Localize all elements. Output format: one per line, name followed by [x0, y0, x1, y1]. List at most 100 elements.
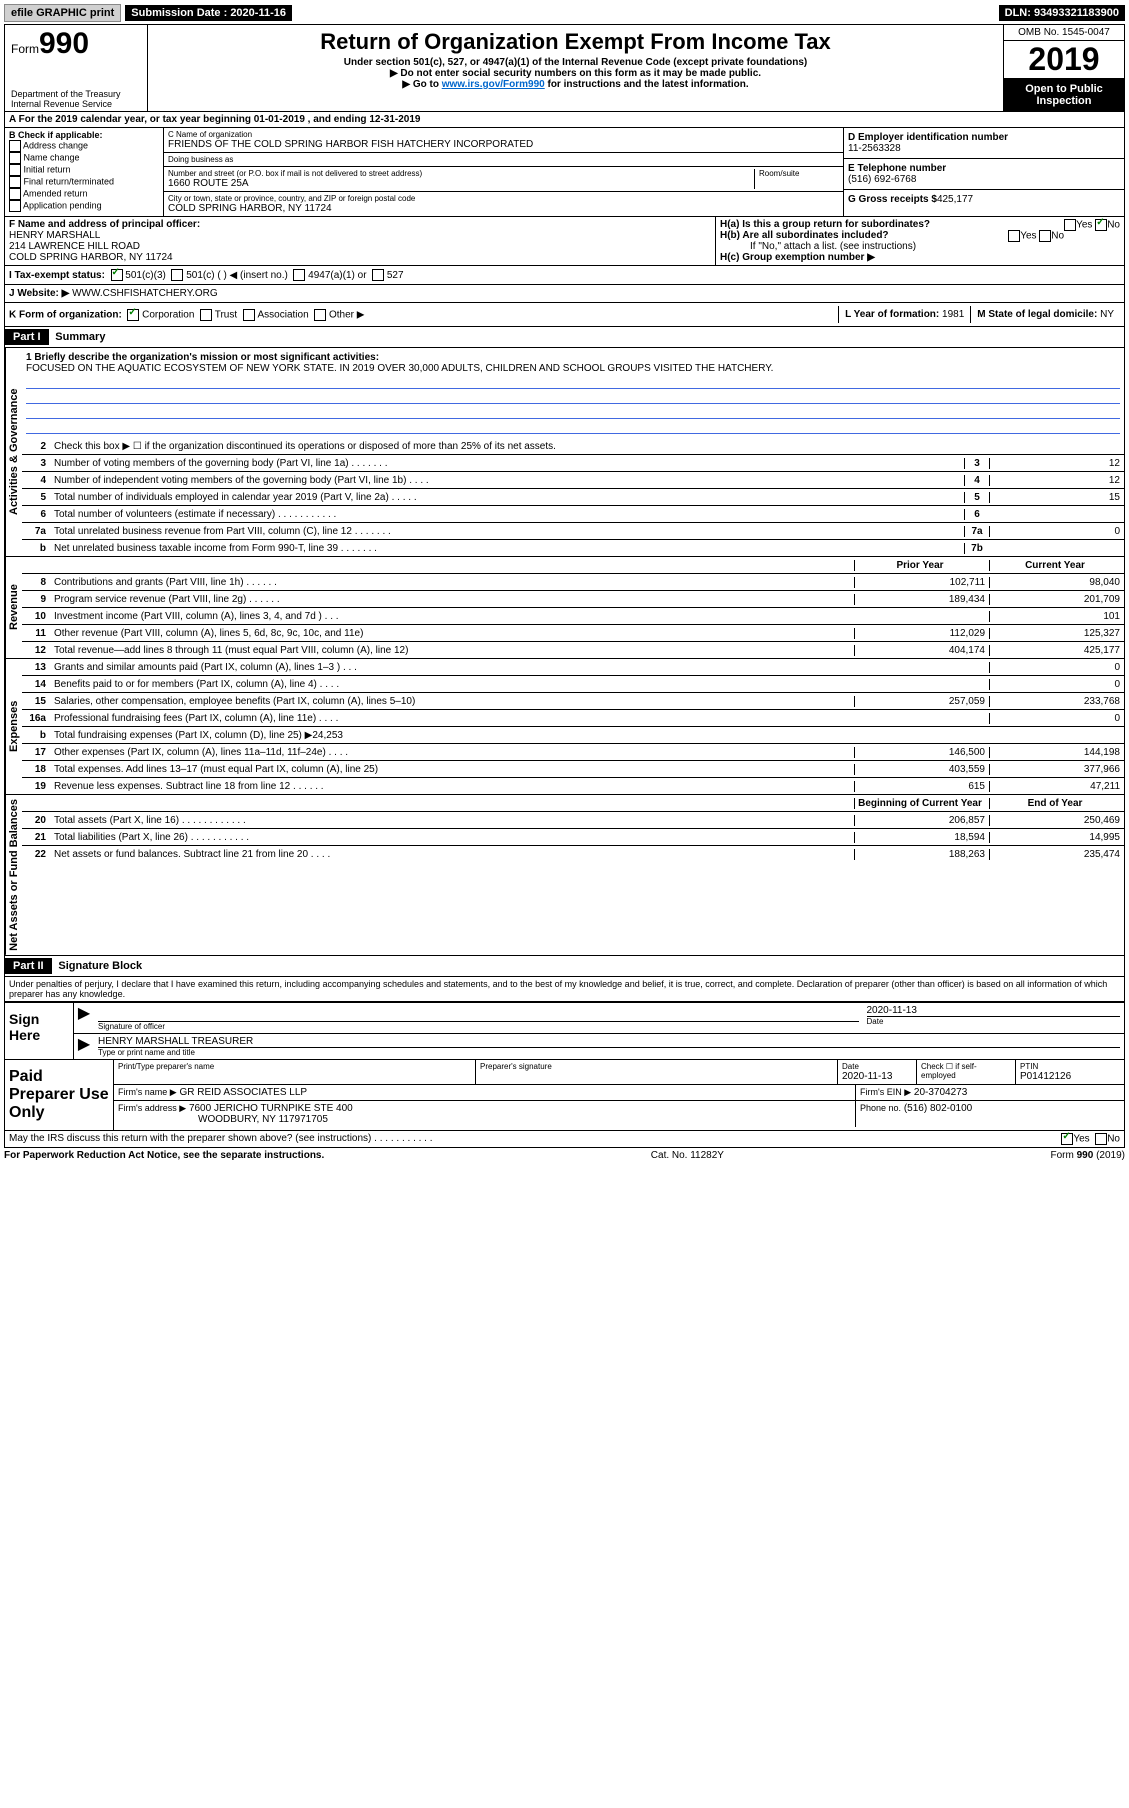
line-15: 15 Salaries, other compensation, employe… — [22, 693, 1124, 710]
cat-no: Cat. No. 11282Y — [651, 1150, 724, 1161]
officer-name: HENRY MARSHALL — [9, 230, 100, 241]
subtitle-2: ▶ Do not enter social security numbers o… — [150, 68, 1001, 79]
website: WWW.CSHFISHATCHERY.ORG — [72, 288, 218, 299]
netassets-section: Net Assets or Fund Balances Beginning of… — [4, 795, 1125, 956]
line-20: 20 Total assets (Part X, line 16) . . . … — [22, 812, 1124, 829]
form-number: Form990 — [11, 27, 141, 61]
efile-button[interactable]: efile GRAPHIC print — [4, 4, 121, 22]
col-d: D Employer identification number 11-2563… — [843, 128, 1124, 216]
corporation-checkbox[interactable] — [127, 309, 139, 321]
line-13: 13 Grants and similar amounts paid (Part… — [22, 659, 1124, 676]
activities-section: Activities & Governance 1 Briefly descri… — [4, 348, 1125, 557]
row-j: J Website: ▶ WWW.CSHFISHATCHERY.ORG — [4, 285, 1125, 303]
state-domicile: NY — [1100, 309, 1114, 320]
form-version: Form 990 (2019) — [1051, 1150, 1125, 1161]
activities-label: Activities & Governance — [5, 348, 22, 556]
ha-no-checkbox[interactable] — [1095, 219, 1107, 231]
subtitle-1: Under section 501(c), 527, or 4947(a)(1)… — [150, 57, 1001, 68]
line-14: 14 Benefits paid to or for members (Part… — [22, 676, 1124, 693]
row-i: I Tax-exempt status: 501(c)(3) 501(c) ( … — [4, 266, 1125, 285]
line-b: b Total fundraising expenses (Part IX, c… — [22, 727, 1124, 744]
sign-here-label: Sign Here — [5, 1003, 74, 1059]
final-return-checkbox[interactable] — [9, 176, 21, 188]
line-21: 21 Total liabilities (Part X, line 26) .… — [22, 829, 1124, 846]
revenue-section: Revenue Prior Year Current Year 8 Contri… — [4, 557, 1125, 659]
other-checkbox[interactable] — [314, 309, 326, 321]
firm-addr: 7600 JERICHO TURNPIKE STE 400 — [189, 1103, 353, 1114]
penalty-text: Under penalties of perjury, I declare th… — [4, 977, 1125, 1002]
line-4: 4 Number of independent voting members o… — [22, 472, 1124, 489]
sign-here-section: Sign Here ▶ Signature of officer 2020-11… — [4, 1002, 1125, 1060]
address-change-checkbox[interactable] — [9, 140, 21, 152]
line-19: 19 Revenue less expenses. Subtract line … — [22, 778, 1124, 794]
section-fh: F Name and address of principal officer:… — [4, 217, 1125, 266]
part2-header: Part II — [5, 958, 52, 974]
firm-phone: (516) 802-0100 — [904, 1103, 972, 1114]
line1-label: 1 Briefly describe the organization's mi… — [26, 352, 379, 363]
firm-ein: 20-3704273 — [914, 1087, 967, 1098]
col-f: F Name and address of principal officer:… — [5, 217, 716, 265]
line-22: 22 Net assets or fund balances. Subtract… — [22, 846, 1124, 862]
hb-no-checkbox[interactable] — [1039, 230, 1051, 242]
netassets-label: Net Assets or Fund Balances — [5, 795, 22, 955]
footer: For Paperwork Reduction Act Notice, see … — [4, 1148, 1125, 1163]
amended-return-checkbox[interactable] — [9, 188, 21, 200]
paid-preparer-section: Paid Preparer Use Only Print/Type prepar… — [4, 1060, 1125, 1131]
col-c: C Name of organization FRIENDS OF THE CO… — [164, 128, 843, 216]
discuss-row: May the IRS discuss this return with the… — [4, 1131, 1125, 1148]
omb-number: OMB No. 1545-0047 — [1004, 25, 1124, 41]
line-16a: 16a Professional fundraising fees (Part … — [22, 710, 1124, 727]
line-18: 18 Total expenses. Add lines 13–17 (must… — [22, 761, 1124, 778]
col-b: B Check if applicable: Address change Na… — [5, 128, 164, 216]
prep-date: 2020-11-13 — [842, 1071, 892, 1082]
org-name: FRIENDS OF THE COLD SPRING HARBOR FISH H… — [168, 139, 839, 150]
line-6: 6 Total number of volunteers (estimate i… — [22, 506, 1124, 523]
association-checkbox[interactable] — [243, 309, 255, 321]
527-checkbox[interactable] — [372, 269, 384, 281]
line-17: 17 Other expenses (Part IX, column (A), … — [22, 744, 1124, 761]
part2-title: Signature Block — [54, 958, 146, 974]
application-pending-checkbox[interactable] — [9, 200, 21, 212]
discuss-yes-checkbox[interactable] — [1061, 1133, 1073, 1145]
expenses-section: Expenses 13 Grants and similar amounts p… — [4, 659, 1125, 795]
arrow-icon: ▶ — [74, 1034, 94, 1059]
submission-date: Submission Date : 2020-11-16 — [125, 5, 292, 21]
city-state-zip: COLD SPRING HARBOR, NY 11724 — [168, 203, 839, 214]
trust-checkbox[interactable] — [200, 309, 212, 321]
line-8: 8 Contributions and grants (Part VIII, l… — [22, 574, 1124, 591]
firm-name: GR REID ASSOCIATES LLP — [179, 1087, 307, 1098]
line-12: 12 Total revenue—add lines 8 through 11 … — [22, 642, 1124, 658]
sig-date: 2020-11-13 — [867, 1005, 1121, 1016]
dln: DLN: 93493321183900 — [999, 5, 1125, 21]
part1-title: Summary — [51, 329, 109, 345]
ein: 11-2563328 — [848, 143, 901, 154]
gross-receipts: 425,177 — [937, 194, 973, 205]
arrow-icon: ▶ — [74, 1003, 94, 1033]
discuss-no-checkbox[interactable] — [1095, 1133, 1107, 1145]
form-header: Form990 Department of the Treasury Inter… — [4, 24, 1125, 112]
hb-yes-checkbox[interactable] — [1008, 230, 1020, 242]
expenses-label: Expenses — [5, 659, 22, 794]
name-change-checkbox[interactable] — [9, 152, 21, 164]
line-11: 11 Other revenue (Part VIII, column (A),… — [22, 625, 1124, 642]
line-7a: 7a Total unrelated business revenue from… — [22, 523, 1124, 540]
row-a: A For the 2019 calendar year, or tax yea… — [4, 112, 1125, 128]
4947-checkbox[interactable] — [293, 269, 305, 281]
irs-link[interactable]: www.irs.gov/Form990 — [442, 79, 545, 90]
line-b: b Net unrelated business taxable income … — [22, 540, 1124, 556]
501c-checkbox[interactable] — [171, 269, 183, 281]
open-public: Open to Public Inspection — [1004, 79, 1124, 111]
ha-yes-checkbox[interactable] — [1064, 219, 1076, 231]
street-address: 1660 ROUTE 25A — [168, 178, 754, 189]
subtitle-3: ▶ Go to www.irs.gov/Form990 for instruct… — [150, 79, 1001, 90]
department: Department of the Treasury Internal Reve… — [11, 89, 141, 109]
phone: (516) 692-6768 — [848, 174, 916, 185]
revenue-label: Revenue — [5, 557, 22, 658]
paid-preparer-label: Paid Preparer Use Only — [5, 1060, 114, 1130]
501c3-checkbox[interactable] — [111, 269, 123, 281]
line2: Check this box ▶ ☐ if the organization d… — [50, 440, 1124, 453]
initial-return-checkbox[interactable] — [9, 164, 21, 176]
year-formation: 1981 — [942, 309, 964, 320]
top-bar: efile GRAPHIC print Submission Date : 20… — [4, 4, 1125, 22]
row-k: K Form of organization: Corporation Trus… — [4, 303, 1125, 327]
